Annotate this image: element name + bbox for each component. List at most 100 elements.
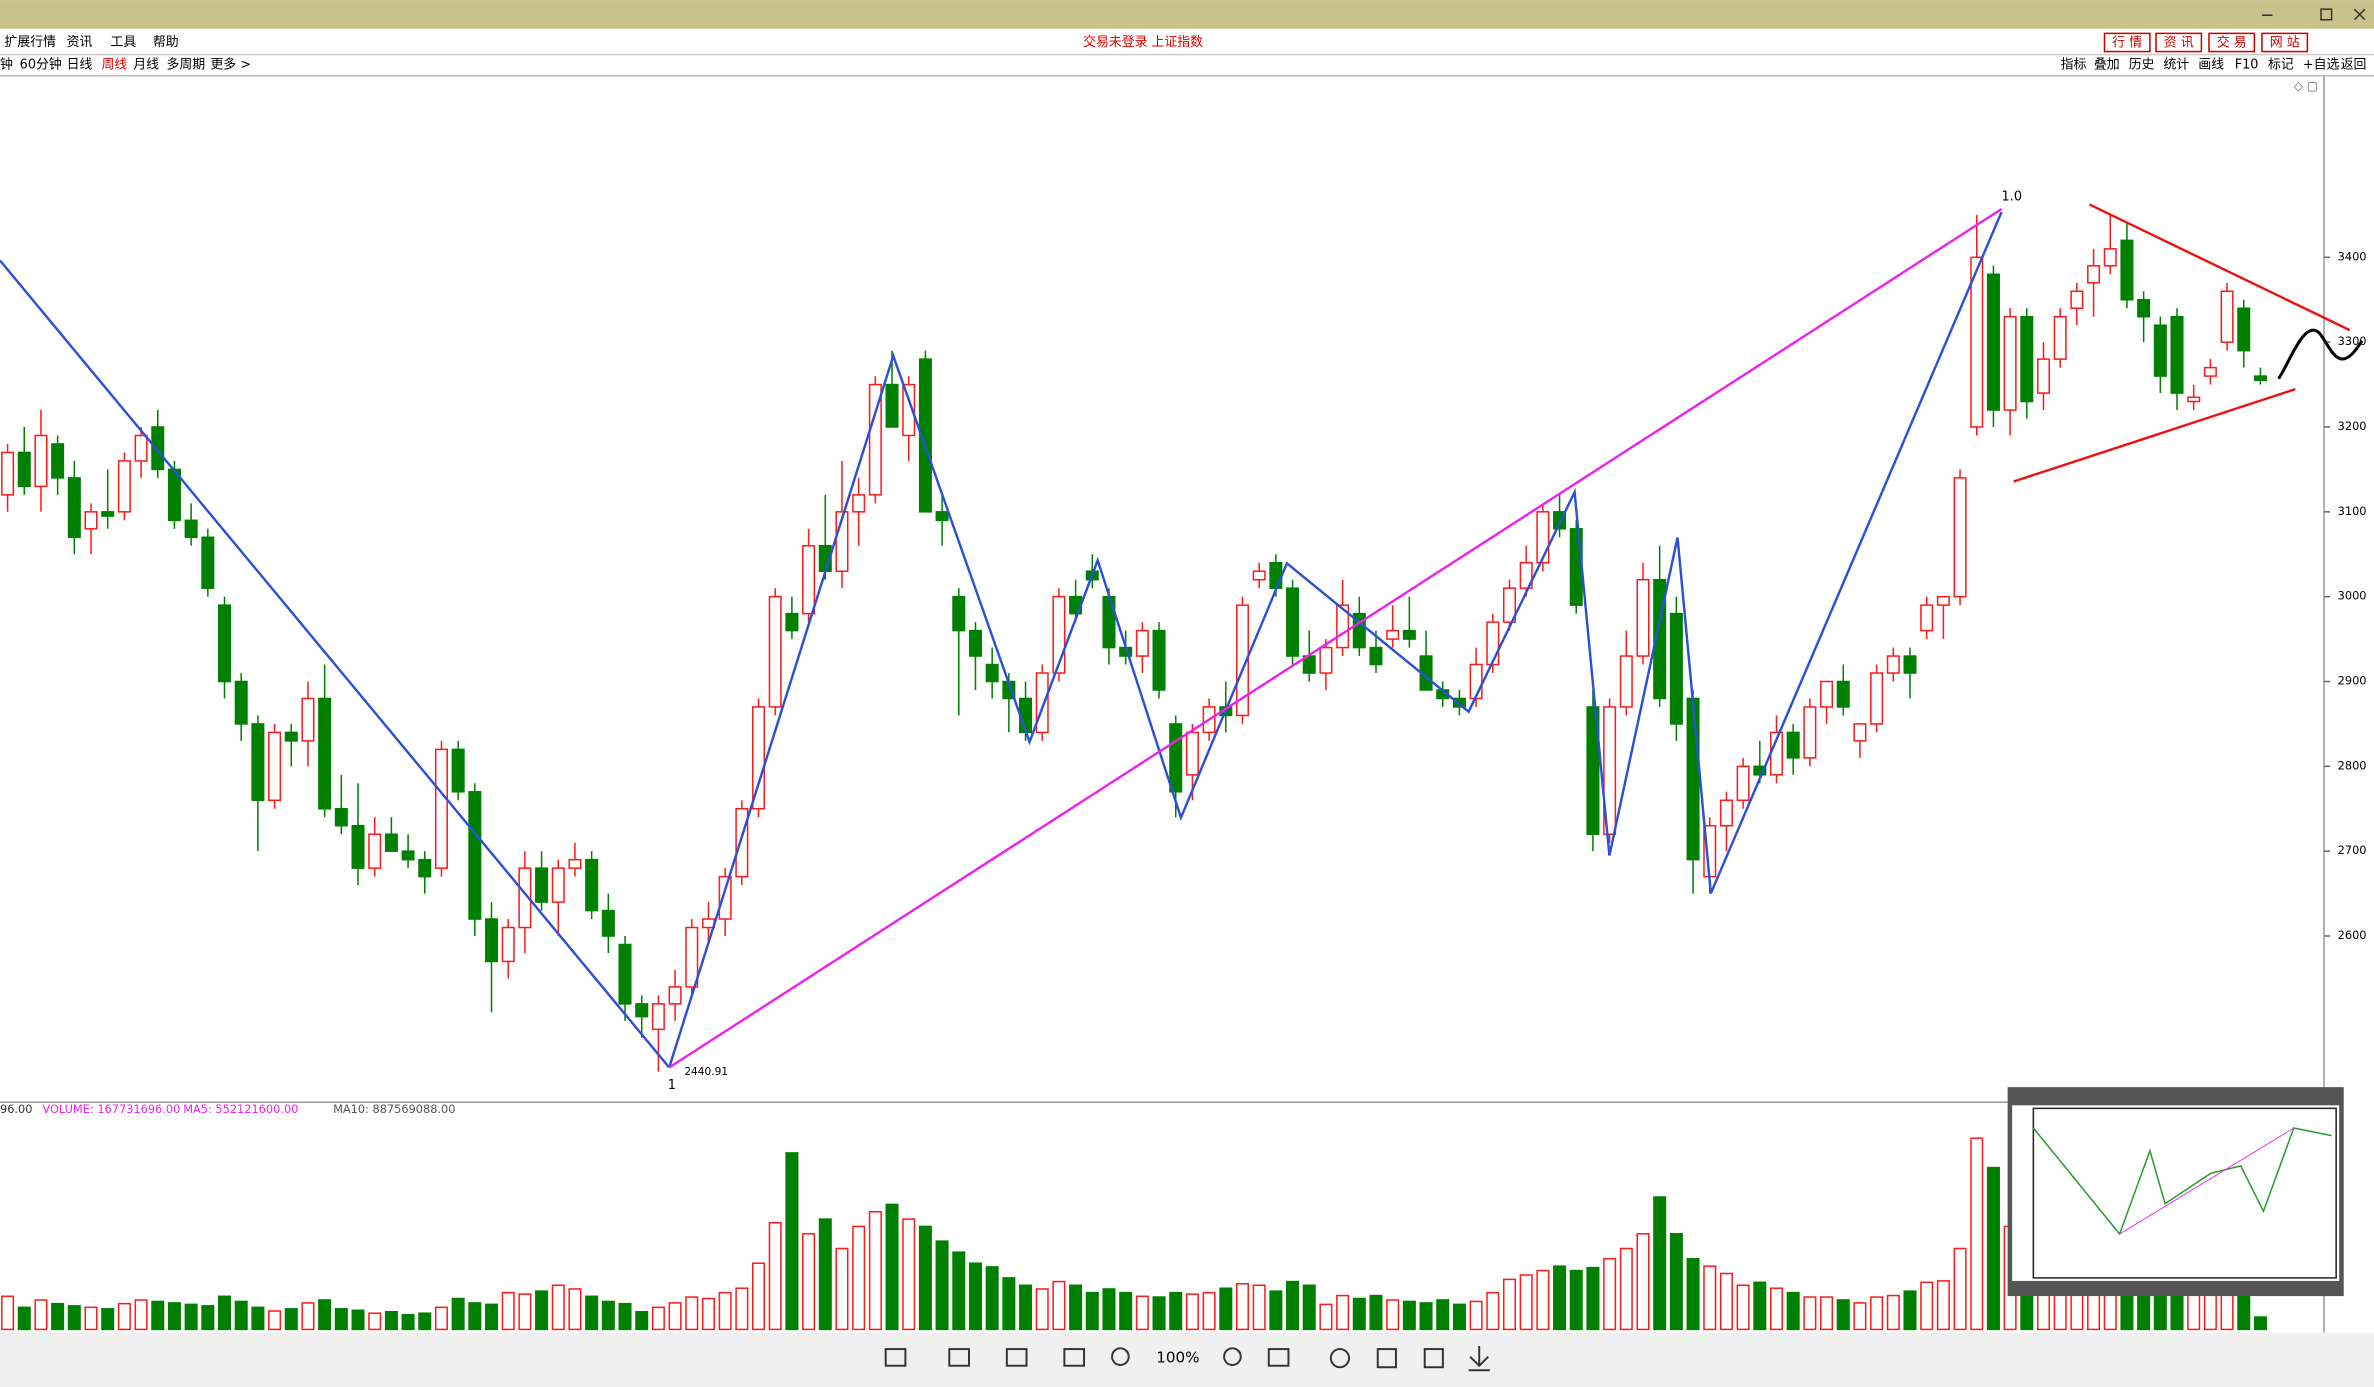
freehand <box>2277 328 2364 380</box>
volume-bar <box>1019 1284 1033 1331</box>
tool-button[interactable]: 叠加 <box>2094 58 2120 73</box>
top-button[interactable] <box>2155 32 2203 53</box>
period-tab[interactable]: 日线 <box>67 58 93 73</box>
volume-bar <box>1085 1291 1099 1331</box>
window-title: 交易未登录 上证指数 <box>1083 34 1203 50</box>
candle-body <box>1953 477 1967 598</box>
volume-bar <box>268 1310 282 1331</box>
candle-body <box>2087 265 2101 284</box>
candle-body <box>1553 511 1567 530</box>
rotate[interactable] <box>1329 1348 1350 1369</box>
volume-bar <box>752 1262 766 1331</box>
volume-bar <box>1736 1284 1750 1331</box>
volume-bar <box>1536 1269 1550 1331</box>
volume-bar <box>1235 1283 1249 1331</box>
tool-button[interactable]: +自选 <box>2303 58 2340 73</box>
candle-body <box>2237 307 2251 352</box>
icon[interactable] <box>948 1348 970 1367</box>
y-tick-label: 2900 <box>2338 674 2367 688</box>
tool-button[interactable]: 返回 <box>2341 58 2367 73</box>
period-tab[interactable]: 更多 > <box>210 58 251 73</box>
candle-body <box>1486 621 1500 666</box>
tool-button[interactable]: 画线 <box>2198 58 2224 73</box>
icon[interactable] <box>1005 1348 1028 1367</box>
candle-body <box>535 867 549 903</box>
tool-button[interactable]: F10 <box>2235 58 2259 73</box>
top-button-label[interactable]: 资 讯 <box>2164 36 2194 51</box>
candle-body <box>284 731 298 742</box>
drawings <box>0 203 2364 1069</box>
volume-bar <box>134 1299 148 1331</box>
candle-body <box>1719 799 1733 827</box>
candle-body <box>1336 604 1350 649</box>
icon[interactable] <box>884 1348 907 1367</box>
candle-body <box>251 723 265 802</box>
menu-item[interactable]: 工具 <box>111 35 137 50</box>
volume-bar <box>1703 1265 1717 1331</box>
volume-bar <box>1452 1303 1466 1331</box>
volume-bar <box>301 1302 315 1331</box>
volume-bar <box>1002 1277 1016 1331</box>
volume-bar <box>384 1310 398 1331</box>
icon[interactable] <box>1267 1348 1290 1367</box>
icon[interactable] <box>1063 1348 1086 1367</box>
candle-body <box>1786 731 1800 759</box>
tool-button[interactable]: 历史 <box>2129 58 2155 73</box>
volume-bar <box>735 1287 749 1331</box>
candle-body <box>1286 587 1300 657</box>
period-tab[interactable]: 钟 <box>0 57 13 73</box>
volume-bar <box>718 1291 732 1331</box>
edit[interactable] <box>1376 1348 1397 1369</box>
minimap <box>2007 1087 2344 1297</box>
y-tick-label: 2700 <box>2338 843 2367 857</box>
top-button-label[interactable]: 行 情 <box>2112 36 2142 51</box>
zoom-in[interactable] <box>1223 1347 1242 1366</box>
volume-bar <box>1286 1280 1300 1331</box>
minimap-window <box>2032 1107 2337 1279</box>
volume-bar <box>1152 1296 1166 1331</box>
candle-body <box>2187 396 2201 403</box>
top-button[interactable] <box>2208 32 2256 53</box>
volume-bar <box>818 1218 832 1331</box>
top-button[interactable] <box>2103 32 2151 53</box>
zoom-out[interactable] <box>1111 1347 1130 1366</box>
volume-bar <box>1903 1290 1917 1331</box>
candle-body <box>1736 765 1750 802</box>
menu-item[interactable]: 帮助 <box>153 35 179 50</box>
tool-button[interactable]: 标记 <box>2268 58 2294 73</box>
candle-body <box>134 434 148 462</box>
volume-bar <box>1953 1247 1967 1331</box>
top-button-label[interactable]: 交 易 <box>2217 35 2247 51</box>
close[interactable] <box>2353 8 2366 21</box>
candle-body <box>735 807 749 878</box>
crop[interactable] <box>1423 1348 1444 1369</box>
top-button[interactable] <box>2261 32 2309 53</box>
candle-body <box>718 875 732 920</box>
top-button-label[interactable]: 网 站 <box>2270 36 2300 51</box>
candle-body <box>1269 561 1283 589</box>
candle-body <box>902 383 916 437</box>
tool-button[interactable]: 指标 <box>2061 58 2087 73</box>
candle-body <box>768 595 782 708</box>
volume-bar <box>1336 1294 1350 1331</box>
download[interactable] <box>1468 1346 1490 1372</box>
volume-bar <box>1920 1281 1934 1331</box>
candle-body <box>401 850 415 861</box>
period-tab[interactable]: 60分钟 <box>20 57 62 73</box>
volume-bar <box>1653 1196 1667 1331</box>
period-tab[interactable]: 周线 <box>101 58 127 73</box>
volume-bar <box>1803 1296 1817 1331</box>
candle-body <box>985 663 999 683</box>
volume-bar <box>1035 1288 1049 1331</box>
candle-body <box>234 680 248 725</box>
tool-button[interactable]: 统计 <box>2164 58 2190 73</box>
maximize[interactable] <box>2320 8 2333 21</box>
period-tab[interactable]: 月线 <box>133 58 159 73</box>
tool-icon[interactable]: ◇ ▢ <box>2294 79 2319 93</box>
period-tab[interactable]: 多周期 <box>167 58 206 73</box>
candle-body <box>2253 375 2267 382</box>
menu-item[interactable]: 扩展行情 <box>5 35 57 50</box>
menu-item[interactable]: 资讯 <box>67 35 93 50</box>
volume-bar <box>1603 1258 1617 1331</box>
